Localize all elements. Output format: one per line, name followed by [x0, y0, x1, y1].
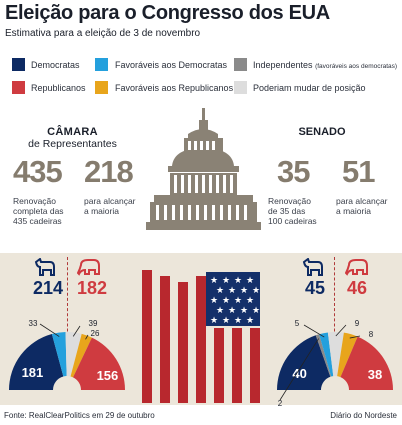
legend-swatch-republicans: [12, 81, 25, 94]
page-title: Eleição para o Congresso dos EUA: [5, 2, 330, 24]
senate-wedge-independentes: [315, 334, 332, 377]
svg-text:★: ★: [234, 296, 242, 306]
svg-text:★: ★: [222, 316, 230, 326]
senate-wedge-favoraveis-aos-republicanos-leader-line: [349, 335, 361, 339]
svg-text:★: ★: [246, 276, 254, 286]
legend-swatch-lean-democrats: [95, 58, 108, 71]
house-rep-total: 182: [77, 278, 108, 298]
legend-label-independents: Independentes (favoráveis aos democratas…: [253, 60, 398, 70]
senate-wedge-poderiam-mudar-de-posicao: [327, 332, 344, 377]
house-wedge-favoraveis-aos-democratas-leader-line: [39, 323, 60, 337]
senate-seats-chart: 40 2 5 98 38: [277, 319, 393, 408]
source-note: Fonte: RealClearPolitics em 29 de outubr…: [4, 411, 155, 420]
svg-text:★: ★: [246, 316, 254, 326]
house-wedge-favoraveis-aos-republicanos-value: 26: [91, 329, 100, 338]
house-wedge-favoraveis-aos-democratas-value: 33: [29, 319, 38, 328]
svg-text:★: ★: [234, 316, 242, 326]
svg-text:★: ★: [210, 276, 218, 286]
senate-wedge-democratas-value: 40: [292, 366, 306, 381]
legend-label-republicans: Republicanos: [31, 83, 86, 93]
senate-wedge-favoraveis-aos-democratas: [319, 332, 334, 377]
senate-wedge-favoraveis-aos-republicanos-value: 8: [369, 330, 374, 339]
house-wedge-favoraveis-aos-republicanos: [70, 333, 92, 378]
svg-text:★: ★: [228, 306, 236, 316]
svg-text:★: ★: [210, 316, 218, 326]
svg-text:★: ★: [252, 306, 260, 316]
svg-text:★: ★: [228, 286, 236, 296]
publisher-credit: Diário do Nordeste: [330, 411, 397, 420]
senate-wedge-republicanos-value: 38: [368, 367, 382, 382]
senate-wedge-poderiam-mudar-de-posicao-leader-line: [335, 324, 347, 337]
svg-text:★: ★: [216, 286, 224, 296]
legend-swatch-tossup: [234, 81, 247, 94]
house-wedge-republicanos: [73, 337, 125, 390]
legend-label-lean-democrats: Favoráveis aos Democratas: [115, 60, 228, 70]
svg-text:★: ★: [240, 286, 248, 296]
house-wedge-poderiam-mudar-de-posicao: [65, 332, 82, 377]
senate-donkey-icon: [302, 258, 323, 276]
senate-majority-seats: 51: [342, 154, 375, 189]
svg-text:★: ★: [240, 306, 248, 316]
svg-text:★: ★: [234, 276, 242, 286]
legend-label-tossup: Poderiam mudar de posição: [253, 83, 366, 93]
svg-text:★: ★: [210, 296, 218, 306]
house-wedge-favoraveis-aos-republicanos-leader-line: [85, 334, 89, 340]
senate-wedge-independentes-leader-line: [279, 338, 319, 401]
senate-wedge-favoraveis-aos-democratas-value: 5: [295, 319, 300, 328]
house-wedge-democratas-value: 181: [22, 365, 44, 380]
house-dem-total: 214: [33, 278, 64, 298]
senate-dem-total: 45: [305, 278, 326, 298]
legend-label-democrats: Democratas: [31, 60, 80, 70]
svg-text:★: ★: [222, 296, 230, 306]
senate-rep-total: 46: [347, 278, 368, 298]
house-majority-caption: para alcançar a maioria: [84, 196, 136, 216]
house-wedge-poderiam-mudar-de-posicao-leader-line: [72, 325, 81, 337]
us-flag-illustration: ★ ★ ★ ★ ★ ★ ★ ★ ★ ★ ★ ★ ★ ★ ★ ★ ★ ★ ★ ★: [142, 270, 260, 403]
house-total-seats: 435: [13, 154, 63, 189]
house-donkey-icon: [34, 258, 55, 276]
svg-text:★: ★: [216, 306, 224, 316]
senate-wedge-republicanos: [340, 336, 393, 390]
senate-elephant-icon: [345, 259, 368, 276]
page-subtitle: Estimativa para a eleição de 3 de novemb…: [5, 28, 201, 39]
house-wedge-poderiam-mudar-de-posicao-value: 39: [89, 319, 98, 328]
house-elephant-icon: [77, 259, 100, 276]
house-wedge-republicanos-value: 156: [97, 368, 119, 383]
legend-swatch-democrats: [12, 58, 25, 71]
legend-swatch-independents: [234, 58, 247, 71]
legend-note-independents: (favoráveis aos democratas): [315, 63, 398, 70]
senate-total-seats: 35: [277, 154, 310, 189]
svg-text:★: ★: [246, 296, 254, 306]
house-wedge-favoraveis-aos-democratas: [51, 332, 67, 377]
svg-text:★: ★: [252, 286, 260, 296]
house-total-caption: Renovação completa das 435 cadeiras: [13, 196, 64, 226]
senate-majority-caption: para alcançar a maioria: [336, 196, 388, 216]
senate-wedge-poderiam-mudar-de-posicao-value: 9: [355, 319, 360, 328]
svg-text:★: ★: [222, 276, 230, 286]
senate-wedge-independentes-value: 2: [278, 399, 283, 408]
senate-wedge-favoraveis-aos-republicanos: [337, 332, 358, 378]
capitol-icon: [146, 108, 261, 230]
house-majority-seats: 218: [84, 154, 134, 189]
house-majority-divider: [67, 257, 68, 352]
senate-majority-divider: [334, 257, 335, 352]
legend-label-lean-republicans: Favoráveis aos Republicanos: [115, 83, 234, 93]
legend-swatch-lean-republicans: [95, 81, 108, 94]
senate-heading: SENADO: [298, 126, 346, 138]
senate-total-caption: Renovação de 35 das 100 cadeiras: [268, 196, 317, 226]
house-wedge-democratas: [9, 334, 64, 390]
legend: Democratas Favoráveis aos Democratas Ind…: [0, 0, 402, 100]
senate-wedge-favoraveis-aos-democratas-leader-line: [303, 324, 325, 338]
house-heading: CÂMARA de Representantes: [28, 126, 117, 150]
